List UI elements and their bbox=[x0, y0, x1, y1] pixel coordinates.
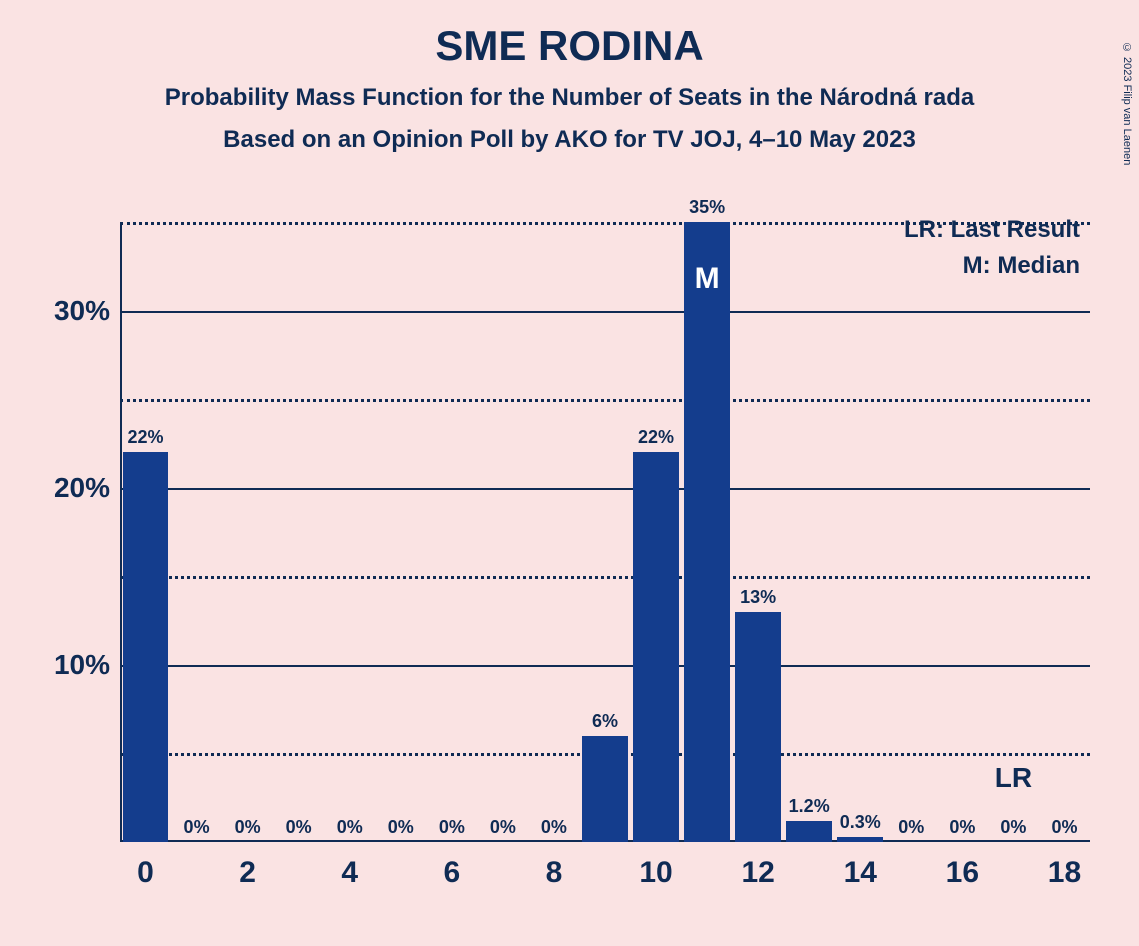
x-tick-label: 12 bbox=[741, 856, 774, 890]
chart-subtitle-2: Based on an Opinion Poll by AKO for TV J… bbox=[0, 126, 1139, 154]
x-tick-label: 0 bbox=[137, 856, 154, 890]
bar-slot: 0% bbox=[886, 222, 937, 842]
chart-container: LR: Last Result M: Median 10%20%30%22%0%… bbox=[40, 222, 1100, 922]
x-tick-label: 6 bbox=[443, 856, 460, 890]
bar-slot: 0% bbox=[477, 222, 528, 842]
bar-value-label: 22% bbox=[128, 427, 164, 448]
bar-value-label: 0% bbox=[337, 817, 363, 838]
bar-value-label: 0% bbox=[898, 817, 924, 838]
bar bbox=[786, 821, 832, 842]
bar-value-label: 22% bbox=[638, 427, 674, 448]
bar-value-label: 35% bbox=[689, 197, 725, 218]
x-tick-label: 18 bbox=[1048, 856, 1081, 890]
bar-value-label: 0% bbox=[184, 817, 210, 838]
y-tick-label: 10% bbox=[54, 649, 110, 681]
last-result-marker: LR bbox=[995, 762, 1032, 794]
bar-value-label: 13% bbox=[740, 587, 776, 608]
x-tick-label: 16 bbox=[946, 856, 979, 890]
bar-value-label: 0% bbox=[1000, 817, 1026, 838]
median-marker: M bbox=[695, 262, 720, 296]
bar-value-label: 0% bbox=[490, 817, 516, 838]
x-tick-label: 14 bbox=[844, 856, 877, 890]
bar-slot: 0% bbox=[273, 222, 324, 842]
bars-group: 22% 0% 0% 0% 0% 0% 0% 0% 0% 6% 22% M35% 13% 1.2% 0.3% 0… bbox=[120, 222, 1090, 842]
bar-slot: 0% bbox=[528, 222, 579, 842]
bar-slot: 0.3% bbox=[835, 222, 886, 842]
bar-value-label: 0% bbox=[235, 817, 261, 838]
chart-title: SME RODINA bbox=[0, 22, 1139, 70]
bar-slot: 0% bbox=[222, 222, 273, 842]
bar-slot: 0% bbox=[937, 222, 988, 842]
bar-slot: 0% bbox=[1039, 222, 1090, 842]
bar bbox=[633, 452, 679, 842]
chart-subtitle-1: Probability Mass Function for the Number… bbox=[0, 84, 1139, 112]
bar-value-label: 0% bbox=[439, 817, 465, 838]
copyright-text: © 2023 Filip van Laenen bbox=[1121, 42, 1133, 165]
bar: M bbox=[684, 222, 730, 842]
bar bbox=[123, 452, 169, 842]
x-tick-label: 10 bbox=[639, 856, 672, 890]
bar-value-label: 1.2% bbox=[789, 796, 830, 817]
y-tick-label: 20% bbox=[54, 472, 110, 504]
bar-value-label: 0% bbox=[541, 817, 567, 838]
bar-slot: 0% bbox=[171, 222, 222, 842]
bar-value-label: 0% bbox=[1051, 817, 1077, 838]
bar-value-label: 0.3% bbox=[840, 812, 881, 833]
y-tick-label: 30% bbox=[54, 295, 110, 327]
bar bbox=[837, 837, 883, 842]
bar-slot: 0% bbox=[375, 222, 426, 842]
bar bbox=[582, 736, 628, 842]
x-tick-label: 4 bbox=[341, 856, 358, 890]
x-tick-label: 8 bbox=[546, 856, 563, 890]
plot-area: LR: Last Result M: Median 10%20%30%22%0%… bbox=[120, 222, 1090, 842]
bar-slot: 1.2% bbox=[784, 222, 835, 842]
bar-value-label: 0% bbox=[949, 817, 975, 838]
bar-value-label: 0% bbox=[388, 817, 414, 838]
bar-slot: 0% bbox=[426, 222, 477, 842]
bar bbox=[735, 612, 781, 842]
bar-slot: 22% bbox=[120, 222, 171, 842]
bar-slot: 0% bbox=[988, 222, 1039, 842]
bar-slot: M35% bbox=[682, 222, 733, 842]
bar-slot: 6% bbox=[579, 222, 630, 842]
bar-value-label: 0% bbox=[286, 817, 312, 838]
x-tick-label: 2 bbox=[239, 856, 256, 890]
bar-slot: 13% bbox=[733, 222, 784, 842]
bar-slot: 0% bbox=[324, 222, 375, 842]
bar-value-label: 6% bbox=[592, 711, 618, 732]
bar-slot: 22% bbox=[631, 222, 682, 842]
